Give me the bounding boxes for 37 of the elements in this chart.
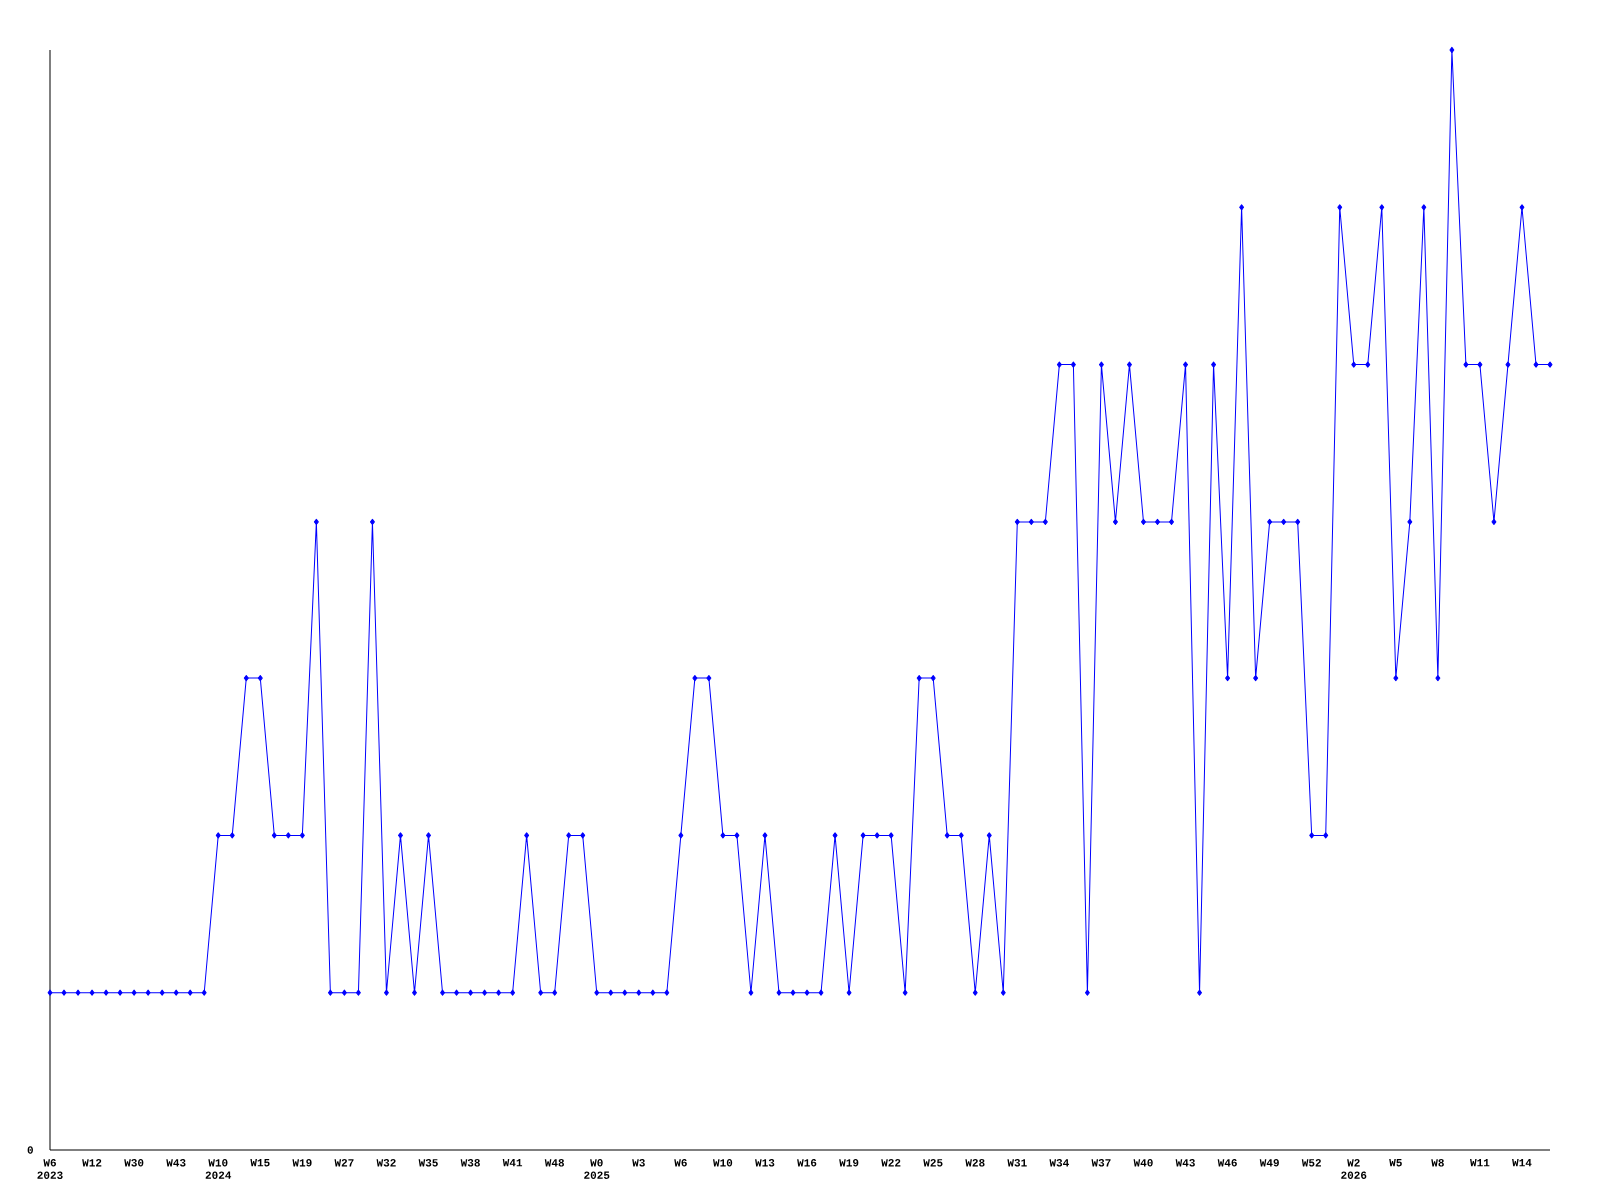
x-tick-label: W16 [797,1159,817,1167]
x-tick-label: W8 [1431,1159,1444,1167]
x-tick-label: W38 [460,1159,480,1167]
x-tick-label: W28 [965,1159,985,1167]
x-tick-label: W43 [166,1159,186,1167]
x-tick-label: W6 2023 [37,1159,63,1179]
x-tick-label: W13 [755,1159,775,1167]
x-tick-label: W37 [1091,1159,1111,1167]
x-tick-label: W49 [1259,1159,1279,1167]
x-tick-label: W3 [632,1159,645,1167]
x-tick-label: W31 [1007,1159,1027,1167]
x-tick-label: W5 [1389,1159,1402,1167]
x-tick-label: W22 [881,1159,901,1167]
x-tick-label: W35 [418,1159,438,1167]
x-tick-label: W40 [1133,1159,1153,1167]
x-tick-label: W41 [502,1159,523,1167]
x-tick-label: W34 [1049,1159,1069,1167]
x-tick-label: W46 [1217,1159,1237,1167]
x-tick-label: W48 [544,1159,564,1167]
x-tick-label: W27 [334,1159,354,1167]
x-tick-label: W12 [82,1159,102,1167]
x-tick-label: W19 [292,1159,312,1167]
x-tick-label: W2 2026 [1341,1159,1367,1179]
x-tick-label: W0 2025 [584,1159,610,1179]
x-tick-label: W43 [1175,1159,1195,1167]
x-tick-label: W10 2024 [205,1159,232,1179]
x-tick-label: W11 [1470,1159,1490,1167]
x-tick-label: W14 [1512,1159,1532,1167]
x-tick-label: W6 [674,1159,687,1167]
x-tick-label: W15 [250,1159,270,1167]
x-tick-label: W52 [1301,1159,1321,1167]
x-tick-label: W32 [376,1159,396,1167]
x-tick-label: W19 [839,1159,859,1167]
x-tick-label: W30 [124,1159,144,1167]
x-tick-label: W10 [713,1159,733,1167]
x-tick-label: W25 [923,1159,943,1167]
text: 0 [27,1146,33,1154]
